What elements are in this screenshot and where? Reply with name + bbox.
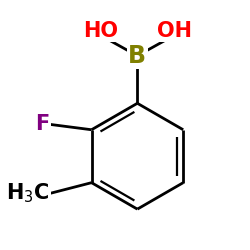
- Text: B: B: [128, 44, 146, 68]
- Text: OH: OH: [156, 21, 192, 41]
- Text: H$_3$C: H$_3$C: [6, 182, 50, 205]
- Text: F: F: [35, 114, 50, 134]
- Text: HO: HO: [83, 21, 118, 41]
